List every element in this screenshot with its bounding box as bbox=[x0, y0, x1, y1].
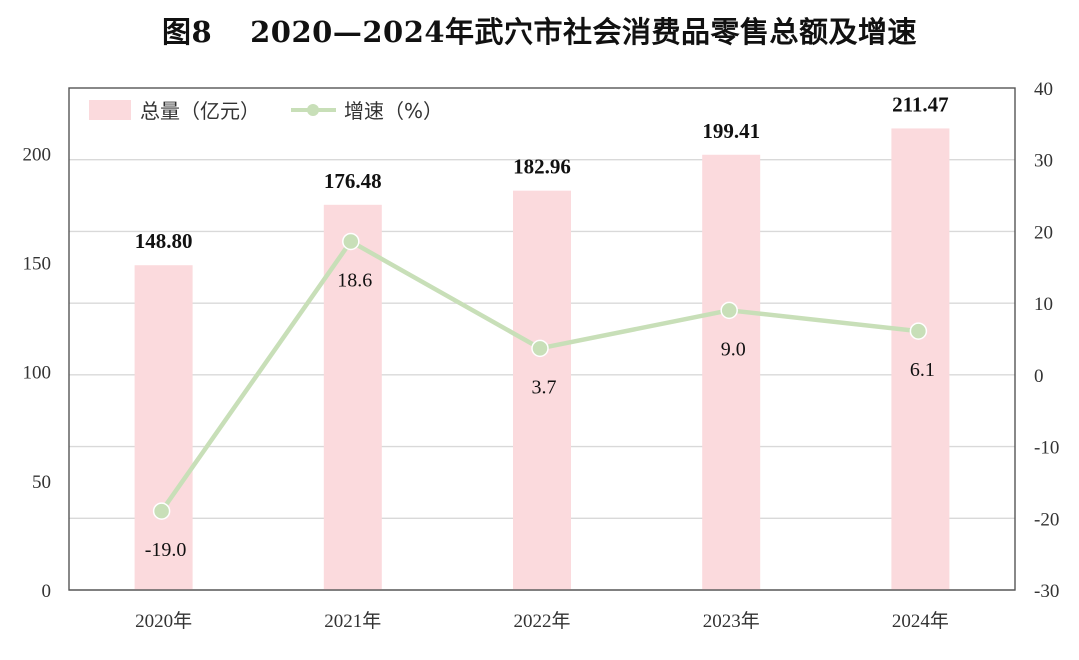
bar bbox=[323, 204, 382, 590]
plot-border bbox=[68, 87, 1016, 591]
bar-value-label: 176.48 bbox=[324, 169, 382, 193]
bar bbox=[891, 128, 950, 591]
x-tick-label: 2021年 bbox=[324, 610, 381, 632]
bar-value-label: 199.41 bbox=[702, 119, 760, 143]
y-right-tick-label: -10 bbox=[1034, 438, 1059, 459]
y-right-tick-label: -30 bbox=[1034, 581, 1059, 602]
data-labels: 148.80 176.48 182.96 199.41 211.47 -19.0 18.6 3… bbox=[135, 92, 949, 561]
legend-bar-label: 总量（亿元） bbox=[140, 99, 260, 123]
x-tick-label: 2023年 bbox=[703, 610, 760, 632]
legend-line-marker bbox=[307, 104, 319, 116]
rate-point bbox=[531, 339, 549, 358]
y-right-tick-label: 40 bbox=[1034, 79, 1053, 100]
x-tick-label: 2020年 bbox=[135, 610, 192, 632]
bar bbox=[702, 154, 761, 591]
chart-title: 图8 2020—2024年武穴市社会消费品零售总额及增速 bbox=[0, 10, 1079, 54]
rate-line bbox=[152, 232, 928, 520]
y-left-tick-label: 0 bbox=[42, 581, 52, 602]
plot-frame bbox=[68, 87, 1016, 591]
y-right-tick-label: -20 bbox=[1034, 509, 1059, 530]
rate-point bbox=[720, 301, 738, 320]
y-right-tick-label: 10 bbox=[1034, 294, 1053, 315]
rate-value-label: 6.1 bbox=[910, 359, 935, 381]
y-left-tick-label: 50 bbox=[32, 472, 51, 493]
bar-value-label: 182.96 bbox=[513, 155, 571, 179]
y-right-tick-label: 0 bbox=[1034, 366, 1044, 387]
rate-point bbox=[342, 232, 360, 251]
y-left-tick-label: 150 bbox=[23, 254, 52, 275]
rate-value-label: 9.0 bbox=[721, 338, 746, 360]
bar-value-label: 148.80 bbox=[135, 229, 193, 253]
rate-value-label: 3.7 bbox=[532, 376, 557, 398]
bar bbox=[134, 265, 193, 590]
x-tick-label: 2022年 bbox=[513, 610, 570, 632]
figure-number: 图8 bbox=[161, 15, 213, 49]
legend-line-label: 增速（%） bbox=[344, 99, 443, 123]
y-left-tick-label: 200 bbox=[23, 144, 52, 165]
y-left-tick-label: 100 bbox=[23, 363, 52, 384]
y-right-tick-label: 20 bbox=[1034, 222, 1053, 243]
axes: 0 50 100 150 200 -30 -20 -10 0 10 20 30 40 2020年 2021年… bbox=[23, 79, 1060, 632]
rate-value-label: 18.6 bbox=[337, 269, 372, 291]
x-tick-label: 2024年 bbox=[892, 610, 949, 632]
title-text: 2020—2024年武穴市社会消费品零售总额及增速 bbox=[250, 15, 918, 49]
bar-value-label: 211.47 bbox=[892, 92, 949, 116]
legend-bar-swatch bbox=[89, 100, 131, 120]
rate-value-label: -19.0 bbox=[145, 539, 187, 561]
legend: 总量（亿元） 增速（%） bbox=[89, 99, 443, 123]
rate-point bbox=[152, 502, 171, 520]
bars bbox=[134, 128, 950, 591]
y-right-tick-label: 30 bbox=[1034, 151, 1053, 172]
bar bbox=[513, 190, 571, 590]
rate-point bbox=[909, 322, 928, 340]
